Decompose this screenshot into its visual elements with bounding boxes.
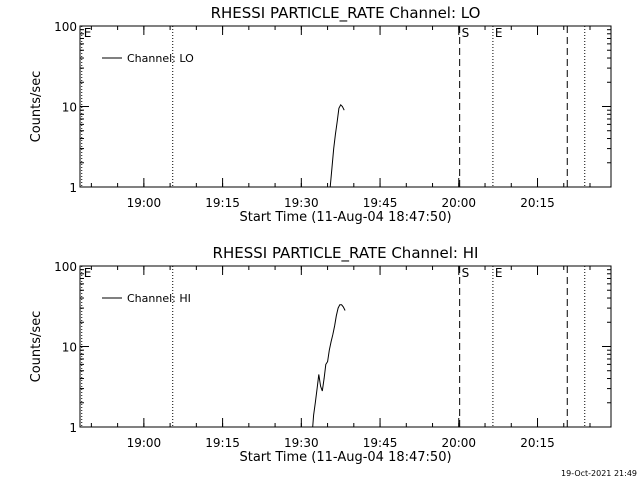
x-tick-label: 20:00: [441, 436, 476, 450]
y-tick-label: 10: [62, 101, 77, 115]
x-tick-label: 19:30: [284, 436, 319, 450]
y-axis-label: Counts/sec: [29, 311, 44, 383]
footer-timestamp: 19-Oct-2021 21:49: [561, 469, 637, 478]
series-line: [312, 304, 346, 428]
chart-panel-2: RHESSI PARTICLE_RATE Channel: HI 1 10 100 Co…: [29, 244, 612, 465]
x-tick-label: 19:00: [127, 436, 162, 450]
event-marker-label: E: [84, 266, 92, 280]
event-marker-label: E: [495, 266, 503, 280]
chart-panel-1: RHESSI PARTICLE_RATE Channel: LO 1 10 100 Co…: [29, 4, 612, 225]
x-axis-label: Start Time (11-Aug-04 18:47:50): [239, 210, 451, 225]
y-tick-label: 10: [62, 341, 77, 355]
x-tick-label: 19:45: [363, 196, 398, 210]
y-axis-label: Counts/sec: [29, 71, 44, 143]
x-tick-label: 19:15: [205, 196, 240, 210]
x-tick-label: 19:45: [363, 436, 398, 450]
x-tick-label: 20:00: [441, 196, 476, 210]
y-tick-label: 1: [69, 181, 77, 195]
event-marker-label: E: [495, 26, 503, 40]
x-tick-label: 19:30: [284, 196, 319, 210]
series-line: [329, 103, 345, 188]
x-tick-label: 19:00: [127, 196, 162, 210]
plot-frame: [79, 265, 612, 428]
x-tick-label: 20:15: [520, 436, 555, 450]
chart-title: RHESSI PARTICLE_RATE Channel: HI: [213, 244, 479, 263]
y-tick-label: 100: [54, 20, 77, 34]
y-tick-label: 100: [54, 260, 77, 274]
plot-frame: [79, 25, 612, 188]
chart-title: RHESSI PARTICLE_RATE Channel: LO: [211, 4, 481, 23]
legend-label: Channel: LO: [127, 52, 194, 65]
event-marker-label: E: [84, 26, 92, 40]
x-axis-label: Start Time (11-Aug-04 18:47:50): [239, 450, 451, 465]
event-marker-label: S: [462, 266, 470, 280]
x-tick-label: 19:15: [205, 436, 240, 450]
x-tick-label: 20:15: [520, 196, 555, 210]
legend-label: Channel: HI: [127, 292, 191, 305]
event-marker-label: S: [462, 26, 470, 40]
y-tick-label: 1: [69, 421, 77, 435]
